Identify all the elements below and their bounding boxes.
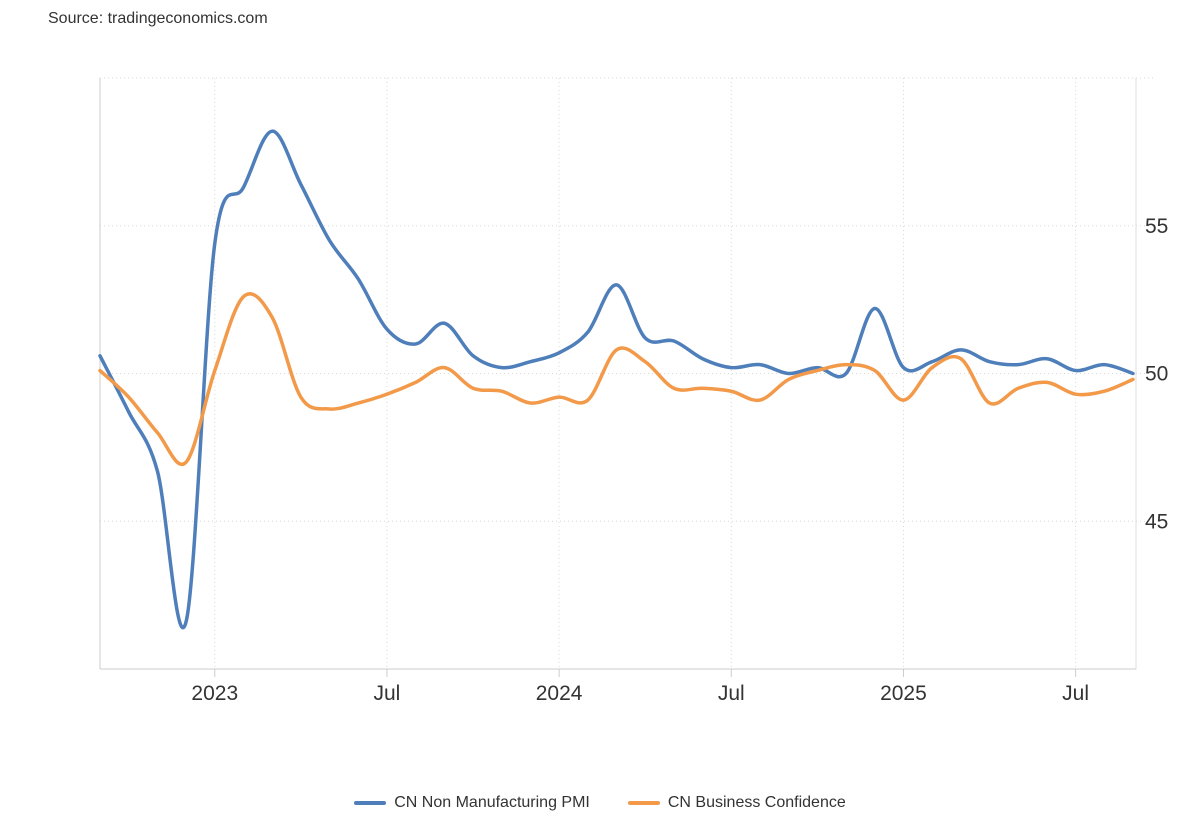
y-tick-label: 50: [1145, 363, 1168, 386]
x-tick-label: Jul: [1062, 682, 1089, 705]
axes: [99, 78, 1137, 677]
series-line-business-confidence: [98, 292, 1135, 467]
legend-label: CN Business Confidence: [667, 794, 846, 811]
y-tick-label: 55: [1145, 215, 1168, 238]
legend-swatch: [354, 801, 387, 805]
line-chart: 2023 Jul 2024 Jul 2025 Jul 45 50 55: [98, 77, 1168, 705]
x-tick-label: 2023: [191, 682, 238, 705]
series-lines: [98, 129, 1135, 630]
x-tick-label: Jul: [374, 682, 401, 705]
x-tick-label: 2025: [880, 682, 927, 705]
legend-swatch: [627, 801, 660, 805]
x-tick-label: 2024: [536, 682, 583, 705]
tick-labels: 2023 Jul 2024 Jul 2025 Jul 45 50 55: [191, 215, 1168, 705]
y-tick-label: 45: [1145, 510, 1168, 533]
legend-item-business-confidence[interactable]: CN Business Confidence: [627, 794, 846, 812]
legend: CN Non Manufacturing PMI CN Business Con…: [0, 794, 1200, 812]
grid: [100, 77, 1155, 669]
series-line-non-manufacturing-pmi: [98, 129, 1135, 630]
x-tick-label: Jul: [718, 682, 745, 705]
legend-item-non-manufacturing-pmi[interactable]: CN Non Manufacturing PMI: [354, 794, 590, 812]
source-label: Source: tradingeconomics.com: [48, 10, 268, 27]
legend-label: CN Non Manufacturing PMI: [394, 794, 590, 811]
